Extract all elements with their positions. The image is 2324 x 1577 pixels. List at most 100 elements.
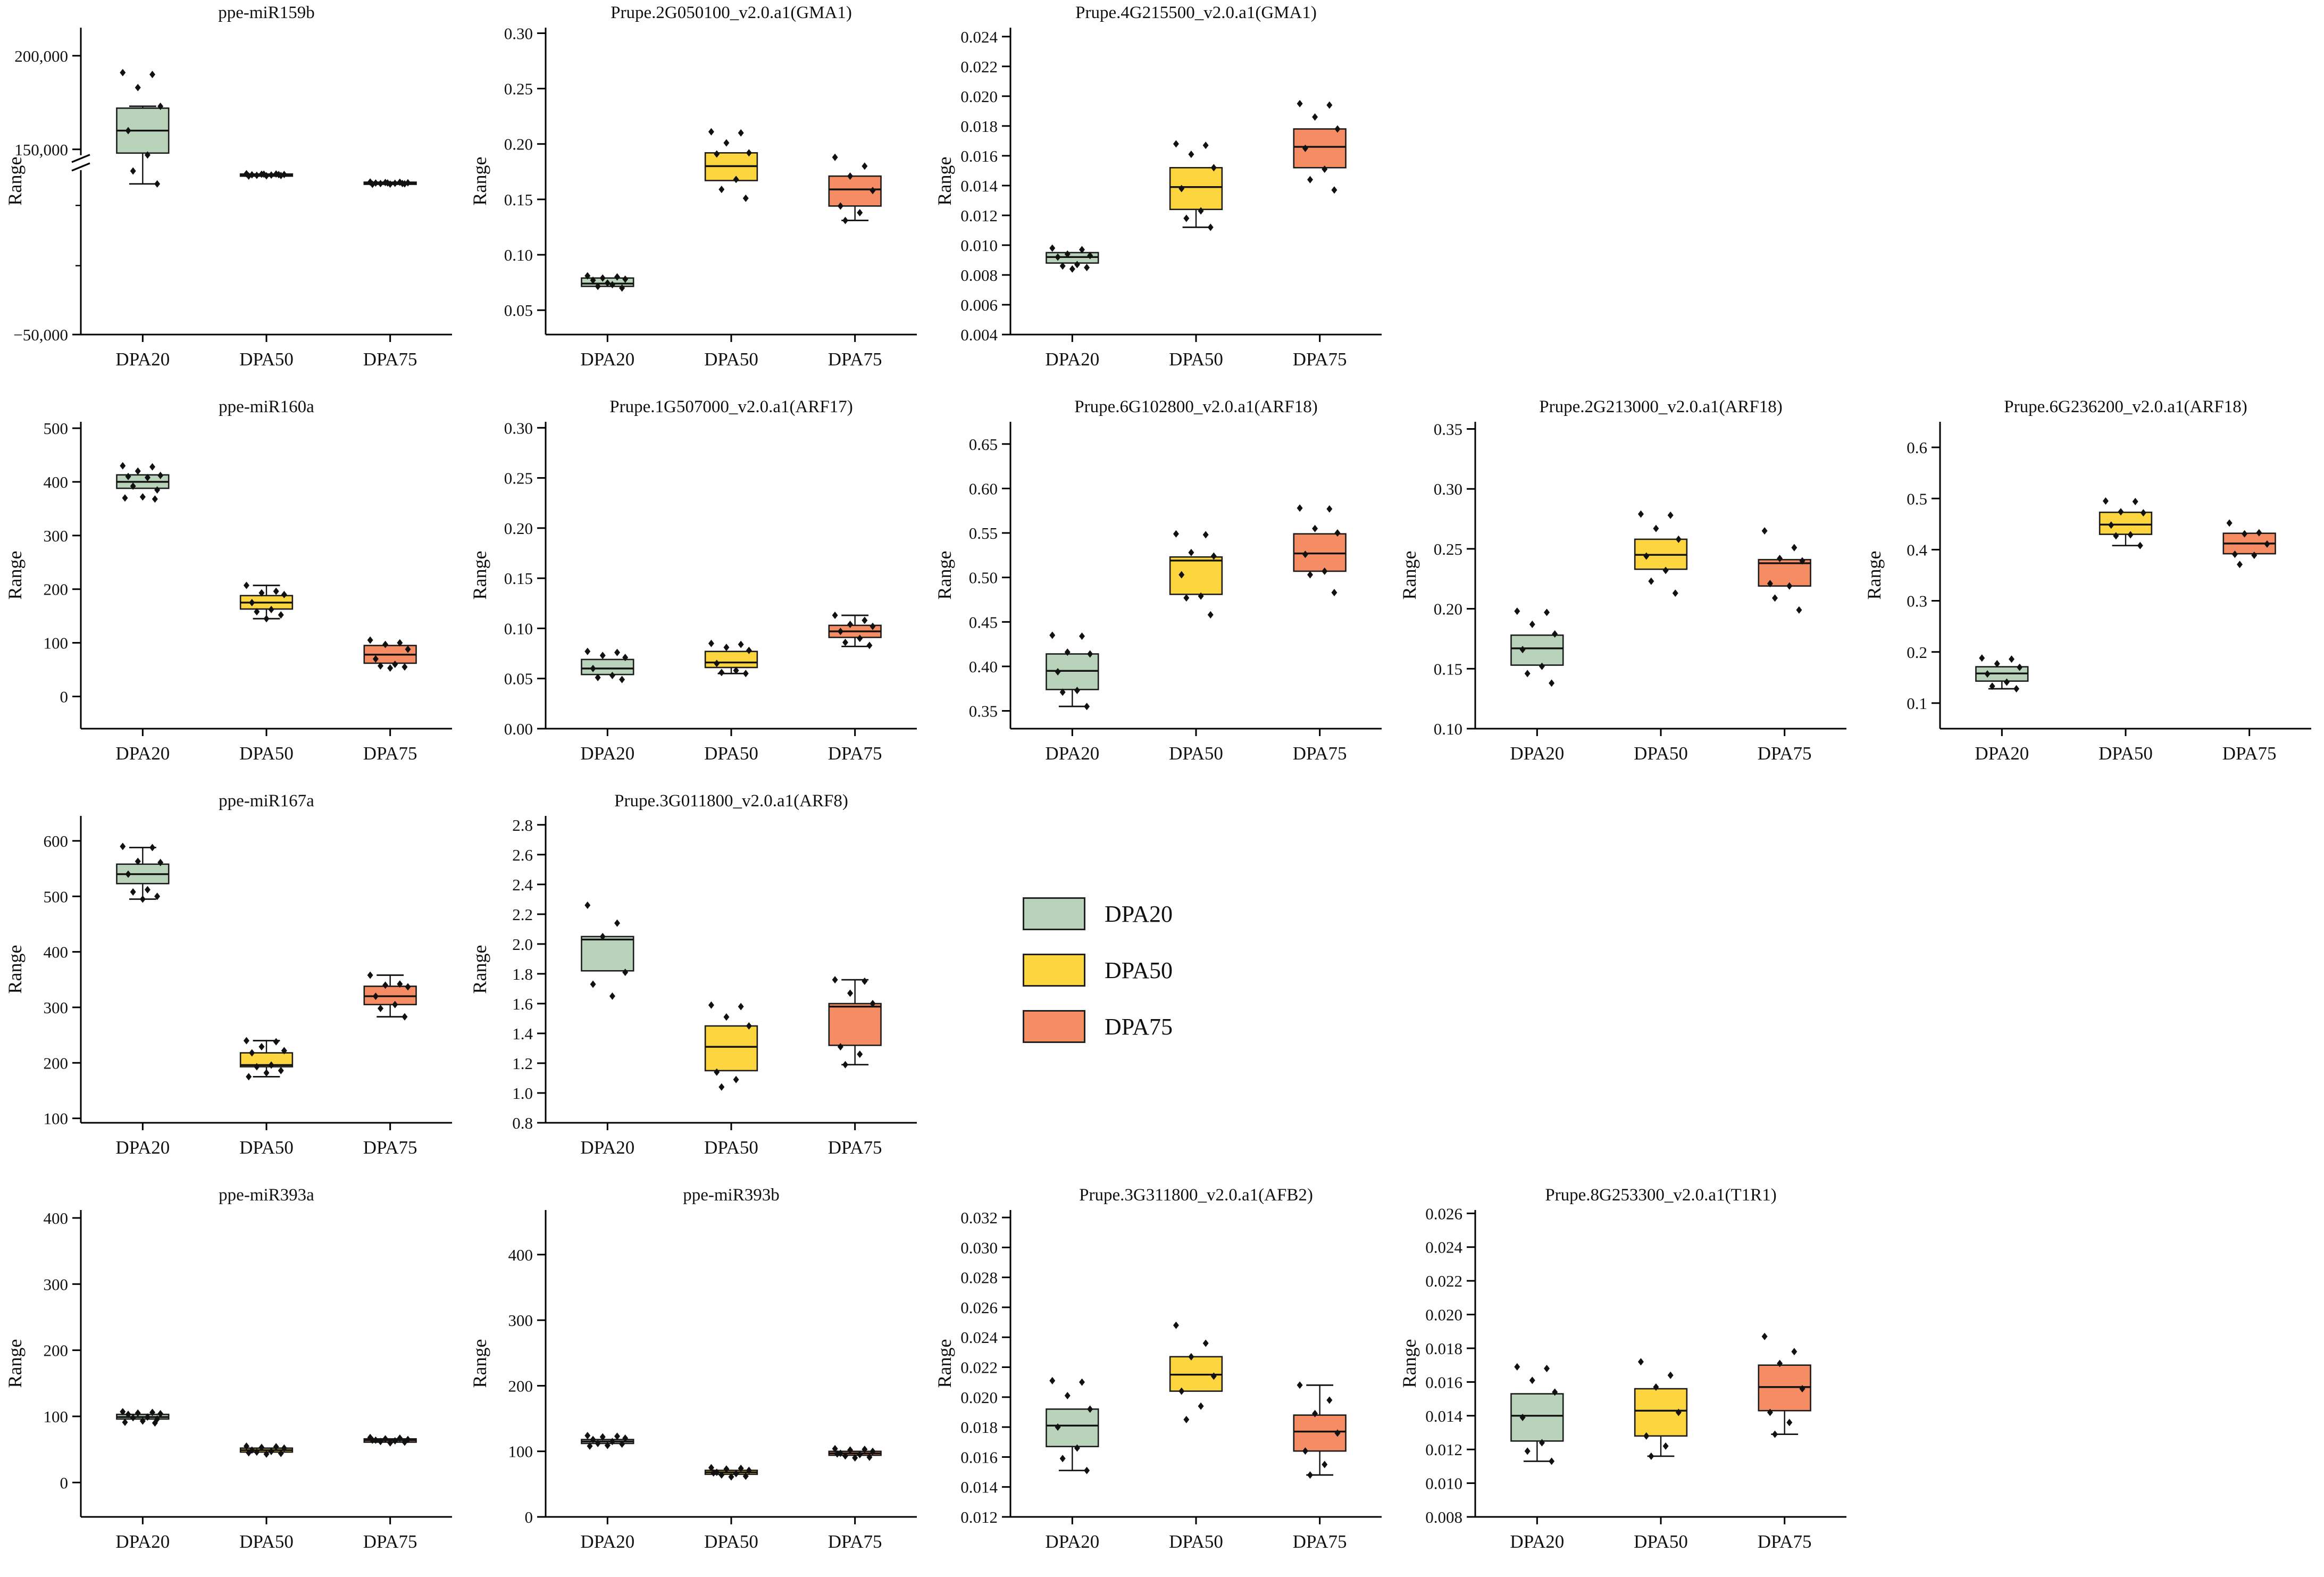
panel-title: ppe-miR393b	[683, 1186, 779, 1205]
box-DPA75	[828, 1003, 882, 1046]
data-points-DPA50	[243, 1442, 287, 1458]
y-tick-label: 0.5	[1907, 489, 1927, 508]
x-category-label: DPA75	[363, 349, 417, 370]
y-tick-label: 400	[44, 1209, 69, 1228]
y-tick-label: 0.014	[960, 177, 998, 195]
y-tick-label: 300	[44, 998, 69, 1017]
box-DPA50	[704, 1025, 758, 1072]
y-tick-label: 0.30	[1434, 480, 1462, 498]
data-points-DPA20	[1514, 607, 1558, 687]
data-points-DPA75	[832, 1445, 876, 1462]
y-tick-label: 0.014	[1425, 1407, 1462, 1425]
y-tick-label: 0.006	[960, 296, 998, 314]
data-points-DPA20	[1979, 654, 2023, 692]
boxplot-panel-svg: Prupe.2G050100_v2.0.a1(GMA1) Range 0.05 0.1…	[469, 3, 917, 370]
y-tick-label: 100	[508, 1442, 533, 1461]
y-tick-label: 0.20	[1434, 600, 1462, 619]
y-tick-label: 0.25	[504, 469, 533, 488]
boxplot-panel-svg: Prupe.6G102800_v2.0.a1(ARF18) Range 0.35 0.…	[934, 397, 1382, 764]
data-points-DPA75	[2226, 519, 2270, 569]
panel-title: Prupe.6G102800_v2.0.a1(ARF18)	[1074, 397, 1317, 416]
x-category-label: DPA20	[580, 1531, 634, 1552]
data-points-DPA20	[584, 1432, 629, 1450]
y-tick-label: 1.4	[512, 1024, 533, 1043]
box-DPA50	[704, 650, 758, 669]
data-points-DPA50	[1173, 530, 1217, 619]
y-tick-label: 300	[44, 1275, 69, 1294]
y-axis-label: Range	[4, 945, 26, 994]
y-tick-label: 2.6	[512, 846, 533, 864]
y-tick-label: 300	[44, 527, 69, 545]
panel-Prupe.1G507000_v2.0.a1(ARF17): Prupe.1G507000_v2.0.a1(ARF17) Range 0.00 0.…	[465, 394, 930, 788]
x-category-label: DPA75	[828, 349, 882, 370]
y-tick-label: 1.8	[512, 965, 533, 983]
boxplot-panel-svg: ppe-miR393b Range 0 100 200 300 400 DPA20 DPA50 D…	[469, 1186, 917, 1552]
boxplot-panel-svg: ppe-miR393a Range 0 100 200 300 400 DPA20 DPA50 D…	[4, 1186, 452, 1552]
y-tick-label: 0.016	[1425, 1373, 1462, 1391]
y-tick-label: 0.1	[1907, 694, 1927, 713]
y-tick-label: −50,000	[13, 326, 68, 344]
boxplot-panel-svg: Prupe.4G215500_v2.0.a1(GMA1) Range 0.004 0.…	[934, 3, 1382, 370]
panel-title: Prupe.1G507000_v2.0.a1(ARF17)	[609, 397, 852, 416]
data-points-DPA75	[832, 153, 876, 224]
x-category-label: DPA75	[828, 1531, 882, 1552]
x-category-label: DPA50	[1169, 743, 1223, 764]
y-tick-label: 0.008	[1425, 1508, 1462, 1526]
x-category-label: DPA20	[1510, 1531, 1564, 1552]
y-axis-label: Range	[469, 551, 490, 600]
data-points-DPA20	[1049, 244, 1093, 273]
data-points-DPA20	[1514, 1363, 1558, 1465]
y-tick-label: 0.45	[969, 613, 998, 631]
y-tick-label: 0.020	[960, 1388, 998, 1407]
boxplot-panel-svg: ppe-miR167a Range 100 200 300 400 500 600 DPA20 D…	[4, 791, 452, 1158]
x-category-label: DPA20	[115, 743, 170, 764]
y-tick-label: 0.15	[1434, 660, 1462, 678]
y-tick-label: 200	[44, 1054, 69, 1072]
data-points-DPA50	[708, 1464, 752, 1481]
x-category-label: DPA75	[1758, 743, 1812, 764]
y-tick-label: 0.022	[960, 57, 998, 76]
x-category-label: DPA20	[580, 349, 634, 370]
y-tick-label: 300	[508, 1311, 533, 1330]
y-tick-label: 0.026	[960, 1298, 998, 1317]
x-category-label: DPA75	[1293, 743, 1347, 764]
boxplot-panel-svg: Prupe.3G311800_v2.0.a1(AFB2) Range 0.012 0.…	[934, 1186, 1382, 1552]
panel-title: Prupe.3G011800_v2.0.a1(ARF8)	[614, 791, 848, 811]
y-axis-label: Range	[934, 551, 955, 600]
x-category-label: DPA20	[115, 1531, 170, 1552]
y-tick-label: 0.020	[1425, 1306, 1462, 1324]
legend-label: DPA20	[1105, 900, 1173, 927]
y-axis-label: Range	[934, 1339, 955, 1388]
x-category-label: DPA50	[704, 1531, 758, 1552]
y-tick-label: 0.15	[504, 190, 533, 209]
y-axis-label: Range	[469, 1339, 490, 1388]
x-category-label: DPA50	[704, 743, 758, 764]
legend-label: DPA75	[1105, 1013, 1173, 1040]
y-tick-label: 0.018	[960, 117, 998, 136]
y-tick-label: 100	[44, 1109, 69, 1128]
y-tick-label: 200	[44, 580, 69, 599]
y-tick-label: 0.6	[1907, 438, 1927, 457]
data-points-DPA50	[1637, 510, 1682, 597]
legend: DPA20 DPA50 DPA75	[930, 788, 1394, 1182]
y-tick-label: 0.018	[960, 1418, 998, 1437]
data-points-DPA75	[1297, 99, 1341, 194]
y-axis-label: Range	[1863, 551, 1885, 600]
y-tick-label: 600	[44, 832, 69, 850]
y-tick-label: 500	[44, 419, 69, 438]
legend-label: DPA50	[1105, 957, 1173, 983]
x-category-label: DPA20	[1045, 743, 1099, 764]
x-category-label: DPA50	[239, 743, 294, 764]
axis-break-mark	[71, 162, 90, 172]
y-tick-label: 200	[508, 1376, 533, 1395]
legend-swatch-DPA50	[1023, 954, 1085, 987]
data-points-DPA50	[1173, 140, 1217, 231]
x-category-label: DPA20	[115, 349, 170, 370]
y-tick-label: 0.20	[504, 135, 533, 154]
data-points-DPA50	[243, 170, 287, 180]
y-tick-label: 0.05	[504, 301, 533, 320]
y-axis-label: Range	[934, 157, 955, 206]
x-category-label: DPA50	[1169, 349, 1223, 370]
y-tick-label: 0.030	[960, 1238, 998, 1257]
